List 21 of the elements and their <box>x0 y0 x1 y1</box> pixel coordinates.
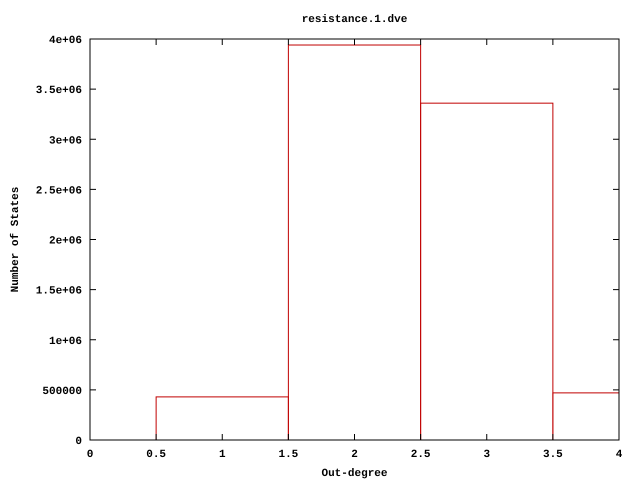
x-tick-label: 0 <box>86 449 94 461</box>
x-tick-label: 1.5 <box>278 449 299 461</box>
y-tick-label: 2.5e+06 <box>36 185 82 198</box>
x-tick-label: 4 <box>616 449 623 461</box>
x-tick-label: 3 <box>483 449 490 461</box>
y-tick-label: 3.5e+06 <box>36 85 82 98</box>
x-tick-label: 2 <box>351 449 358 461</box>
y-tick-label: 4e+06 <box>48 35 82 47</box>
x-tick-label: 3.5 <box>542 449 564 461</box>
y-tick-label: 1.5e+06 <box>36 286 82 298</box>
x-tick-label: 0.5 <box>146 449 166 461</box>
y-tick-label: 2e+06 <box>48 236 82 248</box>
y-tick-label: 3e+06 <box>48 135 82 148</box>
x-tick-label: 1 <box>218 449 226 461</box>
y-tick-label: 500000 <box>42 386 82 398</box>
y-axis-title: Number of States <box>9 186 22 292</box>
x-axis-title: Out-degree <box>321 468 388 480</box>
chart-title: resistance.1.dve <box>302 14 408 26</box>
y-tick-label: 1e+06 <box>48 336 82 348</box>
x-tick-label: 2.5 <box>410 449 431 461</box>
y-tick-label: 0 <box>75 436 82 448</box>
